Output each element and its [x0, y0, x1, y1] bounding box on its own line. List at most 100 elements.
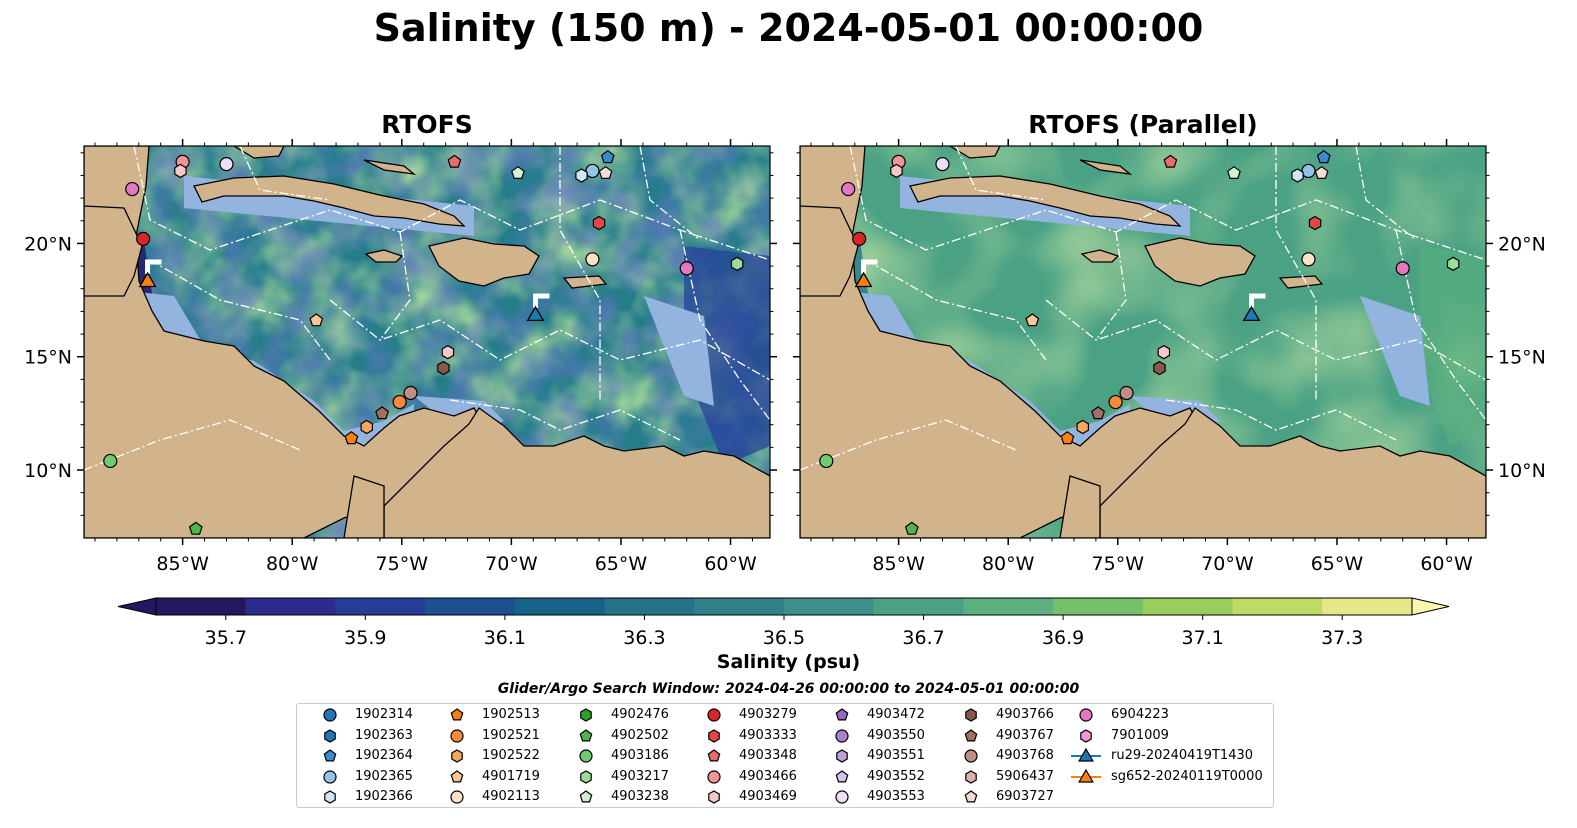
marker-icon	[965, 769, 977, 784]
colorbar-tick-label: 37.1	[1182, 627, 1224, 649]
legend-label: 4902113	[482, 789, 540, 804]
legend-item: sg652-20240119T0000	[1067, 767, 1272, 787]
legend-item: 6903727	[952, 787, 1072, 807]
marker-icon	[450, 708, 464, 721]
argo-float-marker	[1108, 394, 1123, 410]
search-window-text: Glider/Argo Search Window: 2024-04-26 00…	[497, 681, 1080, 697]
argo-float-marker	[1301, 163, 1316, 179]
marker-icon	[964, 749, 978, 763]
legend-label: 4903768	[996, 748, 1054, 763]
colorbar-segment	[1322, 598, 1413, 615]
argo-float-marker	[935, 157, 950, 172]
legend-label: 1902365	[355, 768, 413, 784]
marker-icon	[579, 749, 593, 763]
argo-float-marker	[375, 406, 390, 420]
marker-icon	[450, 790, 464, 804]
legend-label: 4903766	[996, 707, 1054, 722]
argo-float-marker	[447, 154, 462, 168]
argo-float-marker	[819, 453, 834, 469]
marker-icon	[708, 790, 720, 804]
legend-label: 4903466	[739, 768, 797, 784]
argo-float-marker	[103, 453, 118, 469]
legend-label: 4903767	[996, 727, 1054, 743]
lon-tick-label: 70°W	[1201, 553, 1254, 575]
colorbar-segment	[873, 598, 965, 615]
colorbar-extend-min	[117, 597, 157, 616]
argo-float-marker	[730, 256, 744, 271]
argo-float-marker	[585, 252, 600, 267]
legend-item: 4903348	[695, 746, 815, 766]
legend-label: 4903348	[739, 748, 797, 763]
lon-tick-label: 60°W	[704, 553, 757, 575]
argo-float-marker	[136, 231, 151, 247]
lat-tick-label: 15°N	[1498, 347, 1546, 369]
colorbar-tick-label: 36.3	[623, 627, 665, 649]
colorbar-extend-max	[1411, 597, 1450, 616]
lon-tick-label: 80°W	[266, 553, 319, 575]
legend-item: 4902113	[438, 787, 558, 807]
legend-label: 6904223	[1111, 707, 1169, 722]
argo-float-marker	[904, 521, 919, 535]
legend-label: 4903472	[867, 707, 925, 722]
eez-boundaries-rtofs	[84, 146, 770, 471]
argo-float-marker	[1395, 261, 1410, 276]
legend-label: 4903469	[739, 789, 797, 804]
argo-float-marker	[585, 163, 600, 179]
marker-icon	[1080, 728, 1092, 743]
marker-icon	[707, 749, 721, 762]
marker-icon	[450, 769, 464, 782]
lat-tick-label: 20°N	[1498, 233, 1546, 255]
marker-icon	[836, 749, 848, 763]
marker-layer	[103, 150, 1460, 535]
glider-track	[861, 259, 878, 274]
marker-icon	[323, 749, 337, 762]
marker-icon	[324, 790, 336, 804]
marker-icon	[964, 790, 978, 803]
lon-tick-label: 75°W	[376, 553, 429, 575]
glider-line-icon	[1071, 768, 1101, 783]
legend-item: 1902522	[438, 746, 558, 766]
argo-float-marker	[592, 215, 606, 231]
colorbar-tick-label: 36.9	[1042, 627, 1084, 649]
legend-label: 4903553	[867, 789, 925, 804]
lat-tick-label: 15°N	[24, 347, 72, 369]
legend-item: 1902366	[311, 787, 431, 807]
eez-boundaries-rtofs-parallel	[800, 146, 1486, 471]
legend-item: 4903333	[695, 726, 815, 746]
glider-line-icon	[1071, 747, 1101, 762]
lon-tick-label: 60°W	[1420, 553, 1473, 575]
legend-item: 4903767	[952, 726, 1072, 746]
legend-item: 1902365	[311, 767, 431, 787]
legend-item: 4903553	[823, 787, 943, 807]
legend-label: 6903727	[996, 789, 1054, 804]
argo-float-marker	[600, 150, 615, 164]
legend-label: 4902476	[611, 707, 669, 722]
glider-marker	[1242, 305, 1261, 322]
marker-icon	[580, 708, 592, 722]
argo-float-marker	[1025, 313, 1040, 327]
argo-float-marker	[1291, 168, 1304, 183]
legend-label: 4903551	[867, 748, 925, 763]
legend-item: 4902476	[567, 705, 687, 725]
legend-item: 4903768	[952, 746, 1072, 766]
colorbar-segment	[245, 598, 337, 615]
lon-tick-label: 65°W	[1311, 553, 1364, 575]
glider-track	[1248, 293, 1266, 308]
marker-icon	[450, 728, 464, 743]
colorbar-segment	[963, 598, 1054, 615]
argo-float-marker	[1316, 150, 1331, 164]
marker-icon	[323, 708, 337, 722]
legend-item: 4903217	[567, 767, 687, 787]
lon-tick-label: 85°W	[156, 553, 209, 575]
legend-item: 4903550	[823, 726, 943, 746]
colorbar-tick-label: 37.3	[1321, 627, 1363, 649]
legend-label: 1902363	[355, 727, 413, 743]
lon-tick-label: 80°W	[982, 553, 1035, 575]
glider-marker	[854, 271, 873, 288]
argo-float-marker	[403, 385, 418, 401]
argo-float-marker	[1076, 419, 1090, 435]
legend-item: 4903469	[695, 787, 815, 807]
glider-marker	[138, 271, 157, 288]
legend-item: ru29-20240419T1430	[1067, 746, 1272, 766]
legend-label: 1902364	[355, 748, 413, 763]
